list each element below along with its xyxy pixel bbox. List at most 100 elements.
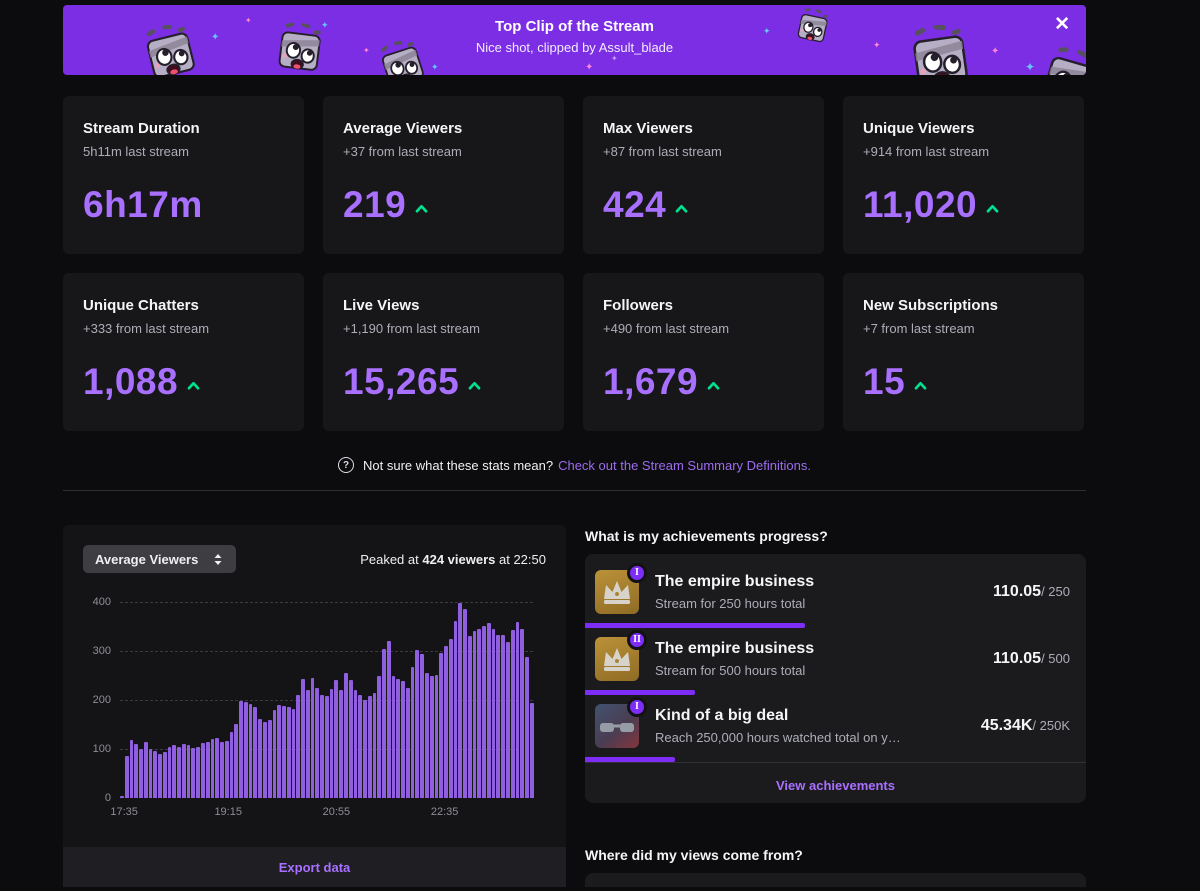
gridline xyxy=(120,602,533,603)
chart-bar xyxy=(396,679,401,798)
stat-subtitle: +37 from last stream xyxy=(343,144,462,159)
banner-text: Top Clip of the Stream Nice shot, clippe… xyxy=(63,18,1086,55)
chart-bar xyxy=(458,603,463,798)
sunglasses-icon: I xyxy=(595,696,647,748)
chart-bar xyxy=(491,628,496,798)
stats-grid: Stream Duration 5h11m last stream 6h17m … xyxy=(63,96,1086,431)
achievement-row[interactable]: I The empire business Stream for 250 hou… xyxy=(585,561,1086,628)
achievement-subtitle: Reach 250,000 hours watched total on you… xyxy=(655,729,905,745)
chart-bar xyxy=(472,631,477,798)
stat-subtitle: +1,190 from last stream xyxy=(343,321,480,336)
chart-bar xyxy=(262,722,267,798)
stat-value: 15 xyxy=(863,361,906,402)
chart-bar xyxy=(224,740,229,798)
metric-dropdown-label: Average Viewers xyxy=(95,551,199,567)
chart-bar xyxy=(258,718,262,798)
chart-bar xyxy=(420,654,424,798)
chart-bar xyxy=(329,689,334,798)
chart-bar xyxy=(415,650,420,798)
sparkle-icon: ✦ xyxy=(431,62,439,72)
chart-bar xyxy=(482,625,486,798)
top-clip-banner: ✦ ✦ ✦ ✦ ✦ ✦ ✦ ✦ ✦ ✦ ✦ ✦ Top Clip of the … xyxy=(63,5,1086,75)
stat-value: 219 xyxy=(343,184,407,225)
chart-bar xyxy=(248,703,253,798)
metric-dropdown[interactable]: Average Viewers xyxy=(83,545,237,573)
stat-title: Unique Chatters xyxy=(83,297,199,314)
stat-title: New Subscriptions xyxy=(863,297,999,314)
trend-up-icon xyxy=(468,381,481,390)
tier-badge: II xyxy=(627,629,647,650)
x-axis-tick: 17:35 xyxy=(110,806,138,818)
chart-bar xyxy=(153,751,158,798)
chart-bar xyxy=(196,746,201,798)
achievement-current: 110.05 xyxy=(993,649,1042,667)
chart-bar xyxy=(143,741,148,798)
achievement-subtitle: Stream for 500 hours total xyxy=(655,662,806,678)
chart-bars xyxy=(120,602,534,798)
chart-bar xyxy=(448,638,453,798)
export-data-link[interactable]: Export data xyxy=(278,859,351,875)
chart-bar xyxy=(386,641,391,798)
crown-icon: II xyxy=(595,629,647,681)
banner-title: Top Clip of the Stream xyxy=(495,18,654,35)
chart-bar xyxy=(315,687,320,798)
stat-value: 11,020 xyxy=(863,184,978,225)
chart-bar xyxy=(234,723,239,798)
peak-label: Peaked at 424 viewers at 22:50 xyxy=(360,552,546,567)
chart-bar xyxy=(410,667,415,798)
chart-bar xyxy=(129,740,134,798)
stat-title: Max Viewers xyxy=(603,120,693,137)
x-axis: 17:35 19:15 20:55 22:35 xyxy=(110,806,533,822)
question-icon: ? xyxy=(338,457,355,473)
achievement-row[interactable]: II The empire business Stream for 500 ho… xyxy=(585,628,1086,695)
achievement-target: / 250 xyxy=(1041,583,1070,599)
stat-card-unique-chatters: Unique Chatters +333 from last stream 1,… xyxy=(63,273,304,431)
crown-icon: I xyxy=(595,562,647,614)
achievement-progress-bar xyxy=(585,757,676,762)
chart-bar xyxy=(220,741,224,798)
chart-bar xyxy=(177,746,181,798)
chart-bar xyxy=(139,749,143,798)
stat-value: 424 xyxy=(603,184,667,225)
stat-card-unique-viewers: Unique Viewers +914 from last stream 11,… xyxy=(843,96,1084,254)
tier-badge: I xyxy=(627,696,647,717)
chart-bar xyxy=(486,622,491,798)
chart-bar xyxy=(210,739,215,798)
x-axis-tick: 19:15 xyxy=(214,806,242,818)
chart-bar xyxy=(372,692,377,798)
gridline xyxy=(120,651,533,652)
chart-bar xyxy=(205,741,210,798)
chart-bar xyxy=(439,653,444,798)
chart-bar xyxy=(339,690,343,798)
achievement-target: / 250K xyxy=(1032,717,1070,733)
achievement-target: / 500 xyxy=(1041,650,1070,666)
chart-bar xyxy=(191,747,196,798)
chart-bar xyxy=(520,628,525,798)
views-heading: Where did my views come from? xyxy=(585,847,803,864)
view-achievements-link[interactable]: View achievements xyxy=(776,777,895,793)
chart-bar xyxy=(162,752,167,798)
chart-bar xyxy=(201,742,205,798)
banner-subtitle: Nice shot, clipped by Assult_blade xyxy=(475,40,674,55)
stat-title: Average Viewers xyxy=(343,120,463,137)
chart-bar xyxy=(525,656,529,798)
viewers-chart-panel: Average Viewers Peaked at 424 viewers at… xyxy=(63,525,566,887)
trend-up-icon xyxy=(415,204,428,213)
stat-subtitle: +490 from last stream xyxy=(603,321,730,336)
stat-title: Stream Duration xyxy=(83,120,200,137)
right-column: What is my achievements progress? I The … xyxy=(585,525,1086,887)
chart-bar xyxy=(477,628,482,798)
stream-summary-definitions-link[interactable]: Check out the Stream Summary Definitions… xyxy=(558,457,811,473)
achievement-title: Kind of a big deal xyxy=(655,706,789,724)
chart-bar xyxy=(124,756,129,798)
trend-up-icon xyxy=(707,381,720,390)
achievement-row[interactable]: I Kind of a big deal Reach 250,000 hours… xyxy=(585,695,1086,762)
stat-subtitle: +7 from last stream xyxy=(863,321,975,336)
chart-bar xyxy=(186,745,191,798)
close-icon[interactable]: ✕ xyxy=(1050,11,1074,38)
y-axis-tick: 200 xyxy=(92,694,111,706)
stat-card-stream-duration: Stream Duration 5h11m last stream 6h17m xyxy=(63,96,304,254)
x-axis-tick: 20:55 xyxy=(322,806,351,818)
chart-bar xyxy=(391,676,396,798)
peak-suffix: at 22:50 xyxy=(499,551,546,567)
